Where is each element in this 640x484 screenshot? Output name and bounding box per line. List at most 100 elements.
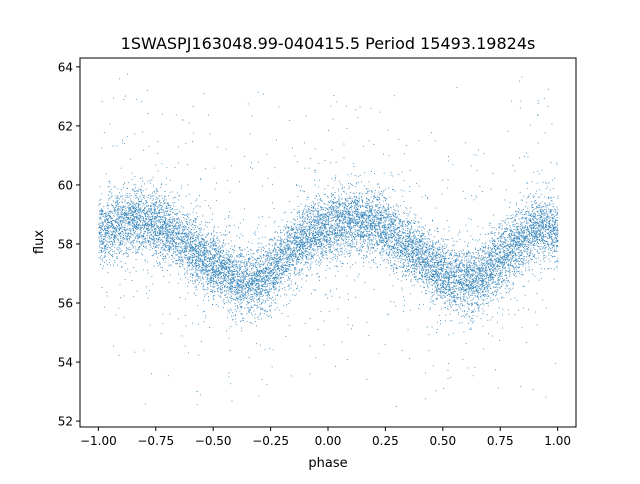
data-point [159, 199, 161, 201]
data-point [342, 187, 343, 189]
data-point [484, 295, 486, 297]
data-point [249, 278, 250, 279]
data-point [446, 287, 447, 288]
data-point [343, 207, 345, 209]
data-point [332, 232, 333, 234]
data-point [166, 210, 168, 212]
data-point [161, 240, 163, 242]
data-point [279, 270, 281, 272]
data-point [281, 265, 283, 267]
data-point [157, 228, 159, 230]
data-point [390, 234, 392, 236]
data-point [460, 298, 462, 300]
data-point [102, 228, 103, 230]
data-point [177, 232, 179, 234]
data-point [403, 248, 405, 250]
data-point [553, 255, 555, 257]
data-point [212, 244, 214, 245]
data-point [387, 215, 389, 217]
data-point [357, 225, 358, 227]
data-point [154, 191, 155, 193]
data-point [463, 297, 464, 299]
data-point [164, 249, 166, 251]
data-point [441, 258, 443, 259]
data-point [332, 215, 334, 216]
data-point [440, 254, 442, 256]
data-point [498, 240, 499, 242]
data-point [191, 254, 193, 256]
data-point [292, 255, 293, 256]
data-point [499, 268, 501, 270]
data-point [385, 209, 387, 211]
data-point [120, 216, 122, 217]
data-point [451, 275, 453, 277]
data-point [123, 213, 125, 215]
data-point [132, 234, 134, 236]
data-point [319, 210, 321, 212]
data-point [467, 258, 469, 260]
data-point [223, 257, 225, 259]
data-point [275, 259, 277, 260]
data-point [140, 227, 142, 229]
data-point [389, 251, 391, 253]
data-point [274, 244, 276, 245]
data-point [383, 217, 384, 219]
data-point [545, 246, 547, 248]
data-point [296, 258, 298, 260]
data-point [154, 202, 156, 203]
data-point [279, 286, 281, 288]
data-point [116, 214, 118, 216]
data-point [343, 218, 345, 220]
data-point [430, 301, 432, 303]
data-point [232, 282, 233, 284]
data-point [155, 228, 157, 229]
data-point [210, 253, 211, 255]
data-point [345, 200, 347, 202]
data-point [222, 268, 224, 270]
data-point [153, 225, 155, 227]
data-point [186, 246, 188, 248]
data-point [317, 272, 318, 274]
data-point [483, 246, 484, 248]
data-point [518, 266, 519, 268]
data-point [359, 249, 360, 251]
data-point [279, 238, 281, 240]
data-point [224, 280, 225, 281]
data-point [540, 241, 542, 243]
data-point [432, 254, 433, 256]
data-point [334, 211, 336, 213]
data-point [350, 220, 352, 222]
data-point [344, 229, 345, 231]
data-point [183, 227, 185, 229]
data-point [235, 321, 237, 323]
data-point [138, 236, 140, 238]
data-point [361, 196, 362, 197]
data-point [304, 263, 306, 265]
data-point [193, 221, 194, 223]
data-point [199, 230, 201, 232]
data-point [308, 229, 310, 231]
data-point [357, 212, 359, 214]
data-point [114, 241, 115, 243]
data-point [543, 261, 545, 262]
data-point [147, 231, 149, 233]
data-point [200, 227, 202, 229]
data-point [499, 252, 500, 253]
data-point [513, 252, 514, 254]
data-point [189, 239, 191, 241]
data-point [503, 262, 505, 264]
data-point [544, 205, 546, 207]
data-point [310, 218, 312, 220]
data-point [272, 280, 274, 282]
data-point [433, 266, 435, 268]
data-point [482, 274, 484, 275]
data-point [319, 220, 321, 221]
data-point [255, 342, 257, 344]
data-point [529, 254, 531, 256]
data-point [351, 201, 353, 203]
data-point [345, 204, 347, 206]
data-point [499, 287, 501, 289]
data-point [319, 199, 321, 200]
data-point [387, 207, 389, 208]
data-point [280, 273, 282, 275]
